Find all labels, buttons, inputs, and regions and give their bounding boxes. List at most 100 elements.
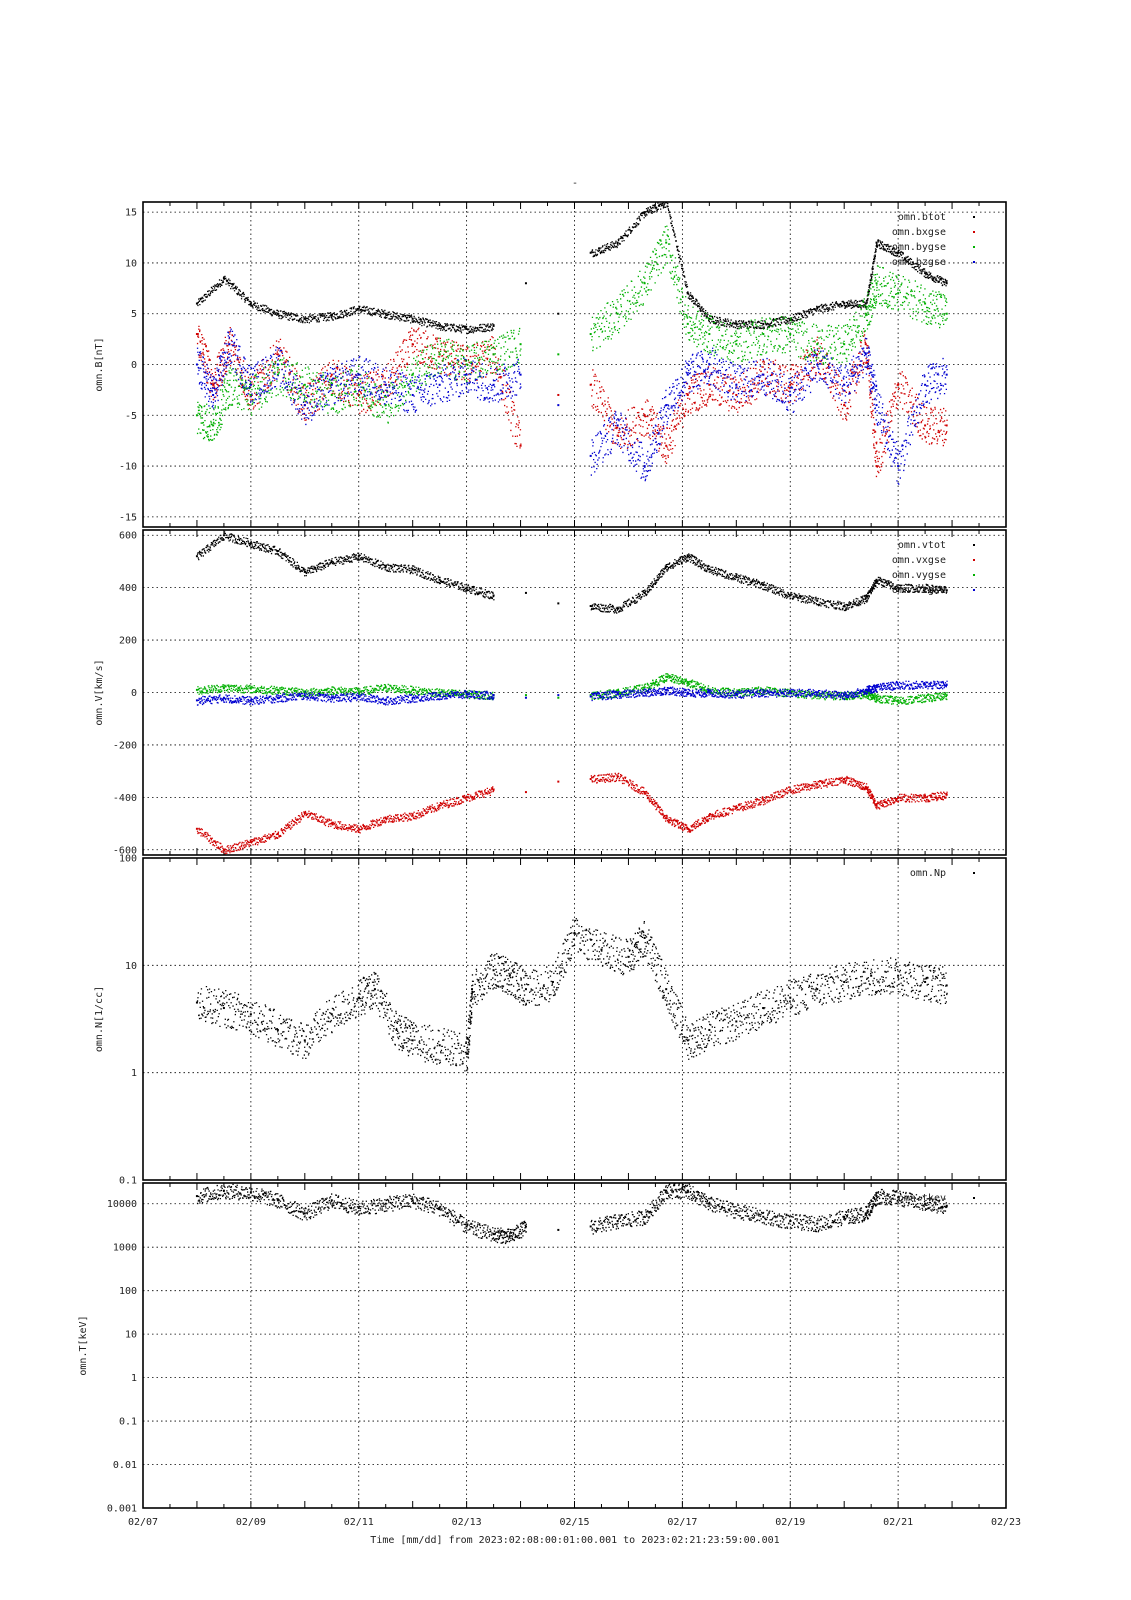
y-tick-label: 10 [125,961,137,972]
data-point [843,694,846,697]
data-point [195,699,198,702]
data-point [924,302,927,305]
data-point [195,333,198,336]
scatter-cloud [196,328,948,485]
x-tick-label: 02/21 [883,1517,913,1528]
data-point [665,688,668,691]
data-point [524,591,527,594]
panel-3: 0.1 1 10 100 omn.N[1/cc] omn.Np [94,854,1007,1187]
data-point [816,1222,819,1225]
data-point [924,586,927,589]
data-point [665,817,668,820]
data-point [492,969,495,972]
data-point [665,404,668,407]
data-point [524,791,527,794]
legend-swatch [973,216,975,218]
data-point [492,694,495,697]
y-tick-label: 0.01 [113,1460,137,1471]
legend-swatch [973,231,975,233]
data-point [524,1225,527,1228]
data-point [843,605,846,608]
data-point [589,251,592,254]
data-point [945,984,948,987]
data-point [411,1199,414,1202]
data-point [471,988,474,991]
data-point [492,353,495,356]
data-point [708,383,711,386]
x-tick-label: 02/15 [559,1517,589,1528]
y-tick-label: 400 [119,583,137,594]
data-point [492,1233,495,1236]
data-point [589,454,592,457]
y-tick-label: 600 [119,531,137,542]
legend-swatch [973,872,975,874]
data-point [411,568,414,571]
scatter-cloud [196,1183,948,1245]
data-point [438,353,441,356]
x-tick-label: 02/17 [667,1517,697,1528]
data-point [438,324,441,327]
data-point [395,1028,398,1031]
legend-entry: omn.vygse [892,570,946,581]
data-point [303,1212,306,1215]
y-axis-label: omn.T[keV] [78,1315,89,1375]
data-point [330,560,333,563]
data-point [875,1195,878,1198]
legend-swatch [973,261,975,263]
data-point [589,695,592,698]
data-point [665,1189,668,1192]
y-tick-label: 0 [131,688,137,699]
data-point [864,785,867,788]
y-tick-label: 0.1 [119,1417,137,1428]
data-point [643,282,646,285]
data-point [875,404,878,407]
data-point [789,691,792,694]
data-point [945,683,948,686]
y-tick-label: -5 [125,411,137,422]
y-tick-label: 1000 [113,1243,137,1254]
legend-swatch [973,544,975,546]
data-point [945,312,948,315]
data-point [924,696,927,699]
data-point [465,363,468,366]
legend-swatch [973,574,975,576]
data-point [686,322,689,325]
data-point [384,699,387,702]
data-point [864,312,867,315]
legend-entry: omn.btot [898,212,946,223]
data-point [864,353,867,356]
x-axis-label: Time [mm/dd] from 2023:02:08:00:01:00.00… [370,1535,779,1546]
x-tick-label: 02/07 [128,1517,158,1528]
panel-1: -15 -10 -5 0 5 10 15 omn.B[nT] omn.btot omn.bxgse… [94,201,1007,528]
data-point [557,780,560,783]
data-point [222,1189,225,1192]
y-tick-label: 100 [119,854,137,865]
data-point [686,1189,689,1192]
data-point [589,1225,592,1228]
data-point [330,688,333,691]
data-point [276,1199,279,1202]
legend-entry: omn.bygse [892,242,946,253]
series-omn.bygse [195,225,948,442]
data-point [222,686,225,689]
data-point [303,1039,306,1042]
data-point [524,694,527,697]
data-point [557,696,560,699]
data-point [924,1202,927,1205]
data-point [616,424,619,427]
data-point [735,1020,738,1023]
data-point [373,988,376,991]
scatter-cloud [196,680,948,706]
data-point [249,1013,252,1016]
data-point [686,691,689,694]
figure-title: - [572,178,578,189]
x-tick-label: 02/11 [344,1517,374,1528]
data-point [762,584,765,587]
data-point [212,383,215,386]
series-omn.vzgse [195,680,948,706]
data-point [762,691,765,694]
y-axis-label: omn.N[1/cc] [94,986,105,1052]
legend-entry: omn.bxgse [892,227,946,238]
y-tick-label: 15 [125,208,137,219]
scatter-cloud [196,772,948,855]
